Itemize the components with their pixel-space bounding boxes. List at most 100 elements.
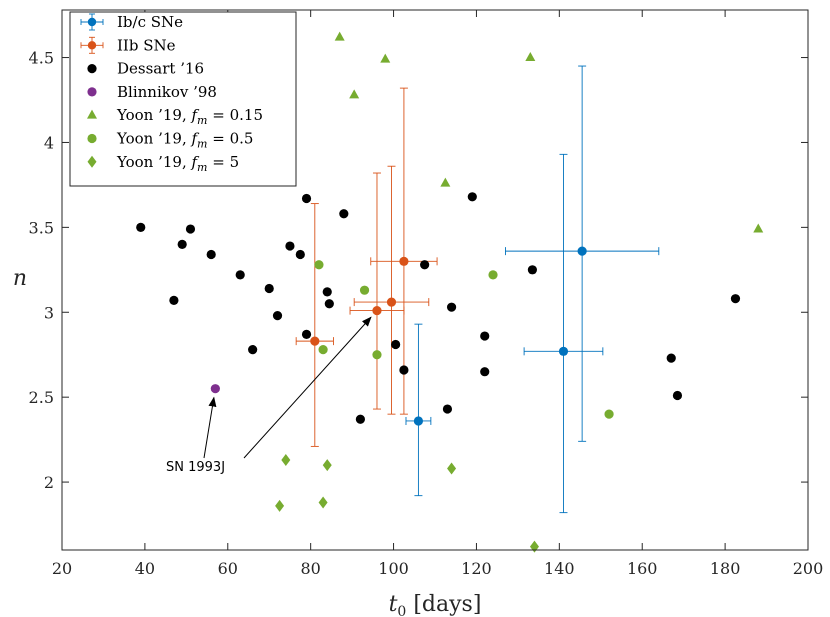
data-point [301,329,312,339]
data-point [264,283,274,294]
data-point [730,294,741,304]
data-point [467,192,477,202]
data-point [248,345,258,355]
series-2 [136,192,741,424]
data-point [399,256,409,266]
y-axis-title: n [13,266,27,291]
data-point [527,265,537,275]
data-point [753,223,764,233]
legend-label: Dessart ’16 [117,60,204,78]
data-point [446,302,457,312]
data-point [420,260,430,270]
legend-label: Yoon ’19, fm = 0.15 [116,106,263,127]
data-point [480,367,490,377]
data-point [372,305,382,316]
legend-label: Ib/c SNe [117,13,183,31]
legend-marker [87,109,97,119]
data-point [372,350,382,360]
data-point [272,311,283,321]
legend-label: Blinnikov ’98 [117,83,217,101]
legend-label: Yoon ’19, fm = 0.5 [116,130,253,151]
data-point [318,496,328,509]
data-point [318,345,328,355]
annotation-sn1993j: SN 1993J [166,316,372,475]
legend-label: IIb SNe [117,36,176,54]
x-tick-label: 180 [710,559,741,578]
data-point [440,177,451,187]
y-tick-label: 3 [44,303,54,322]
series-3 [210,384,220,394]
data-point [349,89,360,99]
data-point [295,249,305,260]
data-point [480,331,490,341]
data-point [169,295,179,305]
data-point [322,287,332,297]
annotation-arrow [203,396,217,459]
y-tick-label: 4 [44,133,54,152]
annotation-arrow [243,316,372,459]
axis-ticks: 20 40 60 80 100 120 140 160 180 200 2 2.5 3 3.5 4 4.5 [29,10,824,578]
data-point [525,51,536,61]
legend-box [69,11,297,187]
x-tick-label: 140 [544,559,575,578]
data-point [359,285,370,295]
x-tick-label: 200 [793,559,824,578]
data-point [310,336,320,346]
data-point [206,249,216,260]
data-point [391,339,401,350]
series-5 [314,260,614,419]
annotation-label: SN 1993J [166,460,225,475]
plot-frame [61,9,809,551]
data-point [386,297,397,307]
data-point [324,299,334,309]
data-point [413,416,424,426]
data-point [672,390,683,401]
data-point [235,270,245,280]
data-point [666,353,676,363]
data-point [355,414,365,424]
x-tick-label: 40 [135,559,155,578]
legend-marker [87,17,97,27]
legend-label: Yoon ’19, fm = 5 [116,153,239,174]
series-0 [405,65,660,514]
data-point [558,346,569,356]
data-point [275,499,285,512]
legend-marker [87,64,97,74]
legend-marker [87,133,97,144]
y-tick-label: 4.5 [29,49,54,68]
data-point [301,193,312,204]
data-point [380,53,391,63]
x-tick-label: 60 [218,559,238,578]
data-point [185,224,196,234]
data-point [210,384,220,394]
x-tick-label: 20 [52,559,72,578]
y-tick-label: 3.5 [29,218,54,237]
data-point [442,404,453,414]
data-point [314,260,324,270]
chart-marks [136,31,764,553]
x-axis-title: t0 [days] [389,592,482,617]
data-point [334,31,345,41]
data-point [285,241,295,251]
data-point [488,270,498,280]
data-point [177,239,187,249]
series-4 [334,31,764,233]
legend: Ib/c SNe IIb SNe Dessart ’16 Blinnikov ’98 Y… [69,11,297,187]
legend-marker [87,41,97,50]
series-1 [295,87,438,447]
x-tick-label: 80 [300,559,320,578]
data-point [447,462,457,475]
data-point [281,454,291,466]
data-point [399,365,409,375]
data-point [136,222,146,232]
y-tick-label: 2 [44,473,54,492]
x-tick-label: 100 [378,559,409,578]
legend-marker [87,87,97,97]
legend-marker [87,155,97,168]
data-point [604,409,614,419]
data-point [322,459,332,472]
x-tick-label: 160 [627,559,658,578]
y-tick-label: 2.5 [29,388,54,407]
data-point [577,246,587,256]
